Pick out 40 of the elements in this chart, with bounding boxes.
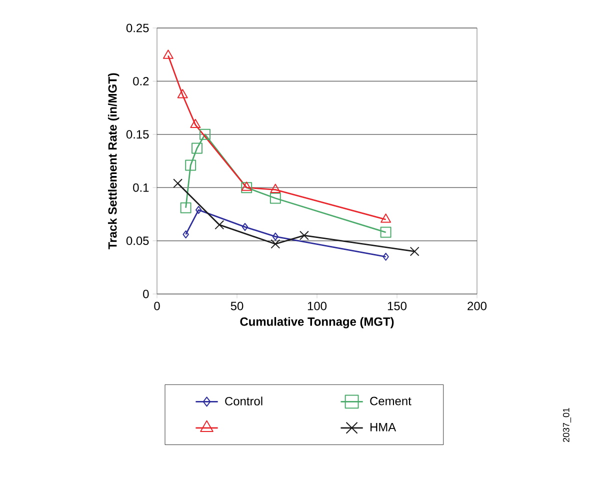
y-tick-label: 0.15 [126, 130, 149, 139]
y-tick-label: 0.2 [133, 76, 149, 86]
point [180, 202, 192, 214]
point [214, 220, 224, 230]
text: 2037_01 [562, 408, 572, 442]
point [242, 222, 248, 231]
x-tick-label: 100 [308, 302, 327, 310]
point [195, 206, 202, 214]
point [185, 160, 196, 171]
point [241, 182, 252, 191]
y-axis-title: Track Settlement Rate (in/MGT) [108, 73, 120, 250]
point [270, 239, 280, 249]
y-tick-label: 0.1 [133, 183, 149, 192]
point [380, 226, 392, 238]
legend-label: Control [225, 396, 262, 406]
x-axis-title: Cumulative Tonnage (MGT) [240, 317, 394, 328]
point [270, 192, 281, 204]
point [241, 182, 252, 194]
y-tick-label: 0.05 [126, 236, 149, 246]
point [299, 230, 309, 240]
point [272, 232, 279, 241]
y-tick-label: 0.25 [126, 24, 149, 32]
point [410, 246, 420, 256]
y-tick-label: 0 [143, 290, 149, 298]
point [192, 142, 202, 154]
x-tick-label: 0 [154, 302, 160, 310]
point [173, 178, 183, 188]
point [190, 118, 201, 128]
point [382, 252, 389, 261]
x-tick-label: 50 [230, 302, 244, 310]
point [182, 230, 189, 238]
x-tick-label: 150 [388, 302, 407, 310]
point [270, 184, 281, 193]
point [162, 50, 174, 59]
x-tick-label: 200 [468, 302, 487, 310]
point [200, 128, 210, 140]
legend-label: HMA [370, 423, 396, 432]
point [380, 214, 392, 223]
point [177, 89, 188, 98]
legend-label: Cement [370, 396, 412, 406]
